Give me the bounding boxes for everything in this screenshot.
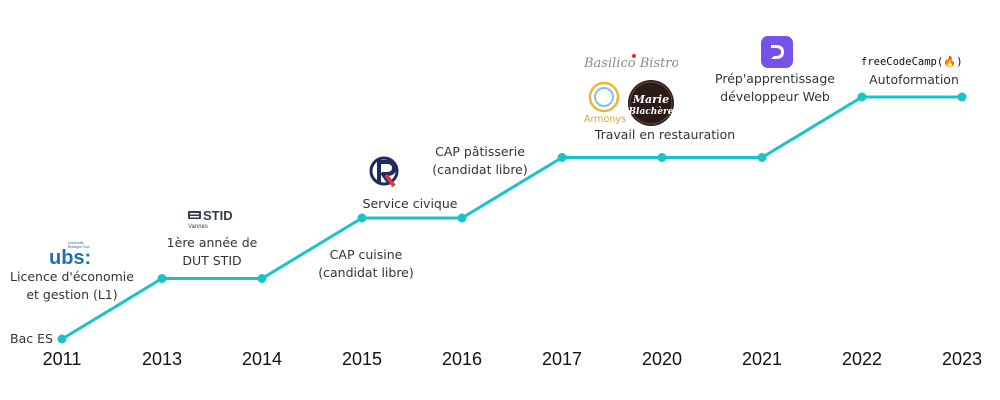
year-label: 2014 [241, 349, 283, 369]
event-autoformation: Autoformation [860, 71, 968, 89]
timeline-point [257, 274, 267, 283]
event-cap-patisserie: CAP pâtisserie (candidat libre) [420, 143, 540, 179]
event-dut-stid: 1ère année de DUT STID [150, 234, 274, 270]
timeline-point [757, 153, 767, 162]
timeline-point [157, 274, 167, 283]
event-line: CAP cuisine [329, 247, 403, 262]
timeline-path [61, 95, 962, 341]
event-line: Service civique [362, 196, 458, 211]
timeline-point [657, 153, 667, 162]
event-line: 1ère année de [166, 235, 258, 250]
service-civique-logo-ring [369, 156, 399, 186]
timeline-point [357, 213, 367, 223]
event-bac-es: Bac ES [10, 330, 53, 348]
marie-blachere-logo-ring [629, 81, 673, 125]
event-line: Licence d'économie [10, 269, 134, 284]
armonys-logo-text: Armonys [584, 114, 626, 125]
stid-logo-subtitle: Vannes [188, 224, 208, 230]
armonys-logo: Armonys [584, 81, 626, 125]
stid-logo: STID Vannes [188, 208, 233, 230]
event-cap-cuisine: CAP cuisine (candidat libre) [306, 246, 426, 282]
stid-logo-text: STID [203, 208, 233, 223]
timeline-point [457, 213, 467, 223]
marie-blachere-logo-text: Marie [632, 93, 669, 106]
ubs-logo-subtitle: Université [68, 241, 84, 245]
event-line: Prép'apprentissage [715, 71, 835, 86]
timeline-point [957, 92, 967, 102]
timeline-point [57, 334, 67, 344]
stid-logo-mark [190, 216, 199, 218]
event-line: DUT STID [182, 253, 242, 268]
marie-blachere-logo: Marie Blachère [627, 80, 674, 126]
basilico-bistro-logo: Basilico Bistro [583, 54, 678, 71]
year-label: 2020 [641, 349, 683, 369]
year-label: 2023 [941, 349, 983, 369]
freecodecamp-logo: freeCodeCamp(🔥) [861, 55, 963, 68]
ubs-logo: Université Bretagne Sud ubs: [49, 241, 91, 266]
openclassrooms-logo-square [761, 36, 793, 68]
marie-blachere-logo-badge [628, 80, 674, 126]
event-line: et gestion (L1) [26, 287, 118, 302]
timeline-points [57, 92, 967, 344]
armonys-logo-ring [588, 81, 620, 113]
marie-blachere-logo-text: Blachère [627, 106, 673, 117]
event-prep-apprentissage: Prép'apprentissage développeur Web [712, 70, 838, 106]
service-civique-logo-letter [377, 160, 396, 186]
timeline-point [557, 153, 567, 162]
stid-logo-mark [190, 213, 199, 215]
event-line: Autoformation [869, 72, 959, 87]
openclassrooms-logo-mark [771, 45, 784, 59]
ubs-logo-subtitle: Bretagne Sud [68, 245, 89, 249]
event-line: CAP pâtisserie [435, 144, 525, 159]
event-line: (candidat libre) [318, 265, 414, 280]
service-civique-logo-accent [384, 173, 396, 188]
basilico-bistro-logo-dot [632, 54, 636, 58]
armonys-logo-ring [594, 87, 614, 107]
event-restauration: Travail en restauration [590, 126, 740, 144]
freecodecamp-logo-text: freeCodeCamp(🔥) [861, 55, 963, 68]
event-licence: Licence d'économie et gestion (L1) [8, 268, 136, 304]
year-label: 2011 [42, 349, 82, 369]
timeline-point [857, 92, 867, 102]
event-service-civique: Service civique [358, 195, 462, 213]
event-line: Travail en restauration [594, 127, 736, 142]
service-civique-logo [369, 156, 399, 188]
openclassrooms-logo [761, 36, 793, 68]
year-label: 2021 [741, 349, 783, 369]
year-label: 2016 [441, 349, 483, 369]
event-line: Bac ES [10, 331, 53, 346]
year-label: 2013 [141, 349, 183, 369]
year-label: 2022 [841, 349, 883, 369]
year-label: 2015 [341, 349, 383, 369]
ubs-logo-text: ubs: [49, 247, 91, 266]
stid-logo-mark [188, 211, 201, 219]
event-line: (candidat libre) [432, 162, 528, 177]
event-line: développeur Web [720, 89, 830, 104]
basilico-bistro-logo-text: Basilico Bistro [583, 56, 678, 71]
year-label: 2017 [541, 349, 583, 369]
